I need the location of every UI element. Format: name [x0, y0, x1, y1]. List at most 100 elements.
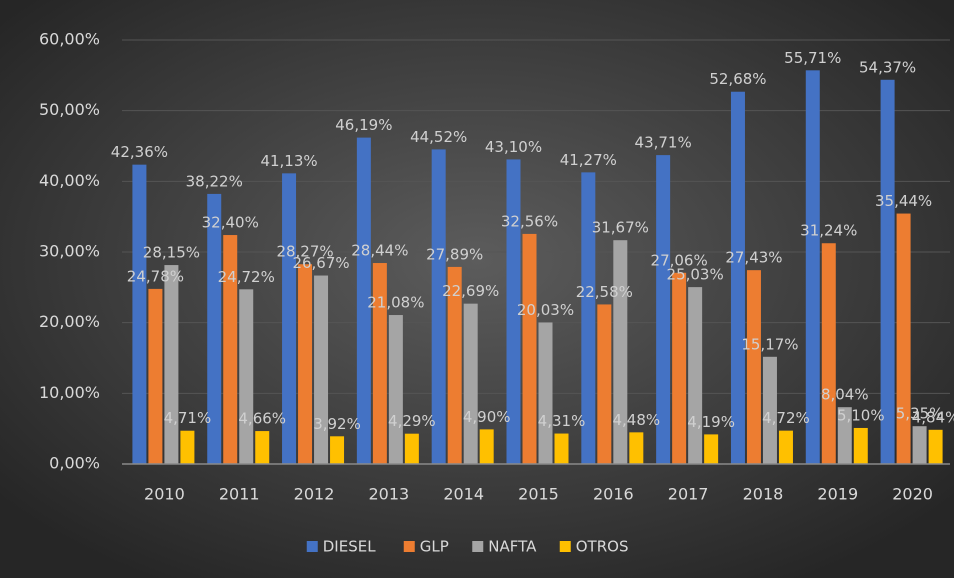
bar — [538, 322, 553, 464]
x-tick-label: 2019 — [817, 485, 858, 504]
bar — [837, 407, 852, 464]
data-label: 3,92% — [313, 415, 361, 433]
y-tick-label: 60,00% — [39, 30, 100, 49]
bar — [629, 432, 644, 464]
data-label: 4,48% — [612, 411, 660, 429]
bar — [372, 263, 387, 464]
data-label: 8,04% — [821, 386, 869, 404]
legend-label: GLP — [420, 538, 449, 556]
bar — [330, 436, 345, 464]
data-label: 31,67% — [592, 219, 649, 237]
bar — [704, 434, 719, 464]
data-label: 22,69% — [442, 282, 499, 300]
bar — [148, 288, 163, 464]
data-label: 20,03% — [517, 301, 574, 319]
y-tick-label: 50,00% — [39, 100, 100, 119]
x-tick-label: 2015 — [518, 485, 559, 504]
data-label: 43,71% — [635, 134, 692, 152]
x-tick-label: 2012 — [294, 485, 335, 504]
bar — [132, 164, 147, 464]
x-tick-label: 2017 — [668, 485, 709, 504]
bar — [223, 235, 238, 464]
data-label: 27,89% — [426, 245, 483, 263]
data-label: 42,36% — [111, 143, 168, 161]
bar — [805, 70, 820, 464]
bar — [778, 430, 793, 464]
bar — [239, 289, 254, 464]
data-label: 28,15% — [143, 244, 200, 262]
bar — [404, 433, 419, 464]
data-label: 4,84% — [912, 408, 954, 426]
data-label: 55,71% — [784, 49, 841, 67]
bar — [688, 287, 703, 464]
bar — [672, 272, 687, 464]
x-tick-label: 2014 — [443, 485, 484, 504]
bar — [447, 266, 462, 464]
legend-swatch — [403, 541, 415, 552]
bar — [463, 303, 478, 464]
data-label: 4,31% — [538, 412, 586, 430]
data-label: 25,03% — [667, 266, 724, 284]
legend-label: OTROS — [576, 538, 629, 556]
x-tick-label: 2018 — [743, 485, 784, 504]
bar — [746, 270, 761, 464]
data-label: 38,22% — [186, 172, 243, 190]
data-label: 26,67% — [292, 254, 349, 272]
bar — [431, 149, 446, 464]
data-label: 32,56% — [501, 212, 558, 230]
y-tick-label: 0,00% — [49, 454, 100, 473]
data-label: 52,68% — [709, 70, 766, 88]
data-label: 27,43% — [725, 249, 782, 267]
bar — [656, 155, 671, 464]
y-tick-label: 20,00% — [39, 312, 100, 331]
data-label: 28,44% — [351, 242, 408, 260]
bar — [597, 304, 612, 464]
legend-swatch — [306, 541, 318, 552]
bar — [581, 172, 596, 464]
data-label: 4,72% — [762, 409, 810, 427]
data-label: 21,08% — [367, 294, 424, 312]
data-label: 4,71% — [164, 409, 212, 427]
x-tick-label: 2020 — [892, 485, 933, 504]
data-label: 4,19% — [687, 413, 735, 431]
data-label: 43,10% — [485, 138, 542, 156]
bar — [164, 265, 179, 464]
y-tick-label: 10,00% — [39, 383, 100, 402]
bar — [522, 233, 537, 464]
data-label: 44,52% — [410, 128, 467, 146]
bar — [506, 159, 521, 464]
data-label: 22,58% — [576, 283, 633, 301]
data-label: 24,78% — [127, 267, 184, 285]
bar — [388, 315, 403, 464]
data-label: 32,40% — [202, 214, 259, 232]
bar — [853, 427, 868, 464]
data-label: 24,72% — [218, 268, 275, 286]
data-label: 41,27% — [560, 151, 617, 169]
legend-label: DIESEL — [323, 538, 376, 556]
bar — [314, 275, 329, 464]
legend-swatch — [559, 541, 571, 552]
x-tick-label: 2013 — [369, 485, 410, 504]
data-label: 54,37% — [859, 58, 916, 76]
bar — [479, 429, 494, 464]
y-tick-label: 40,00% — [39, 171, 100, 190]
data-label: 31,24% — [800, 222, 857, 240]
data-label: 5,35% — [896, 405, 944, 423]
bar — [298, 264, 313, 464]
data-label: 4,66% — [238, 410, 286, 428]
data-label: 5,10% — [837, 406, 885, 424]
x-tick-label: 2011 — [219, 485, 260, 504]
y-tick-label: 30,00% — [39, 242, 100, 261]
data-label: 4,29% — [388, 412, 436, 430]
legend-label: NAFTA — [488, 538, 537, 556]
bar — [613, 240, 628, 464]
bar — [180, 430, 195, 464]
bar — [207, 193, 222, 465]
data-label: 15,17% — [741, 335, 798, 353]
legend-swatch — [472, 541, 484, 552]
bar — [821, 243, 836, 464]
data-label: 41,13% — [260, 152, 317, 170]
data-label: 27,06% — [651, 251, 708, 269]
data-label: 4,90% — [463, 408, 511, 426]
